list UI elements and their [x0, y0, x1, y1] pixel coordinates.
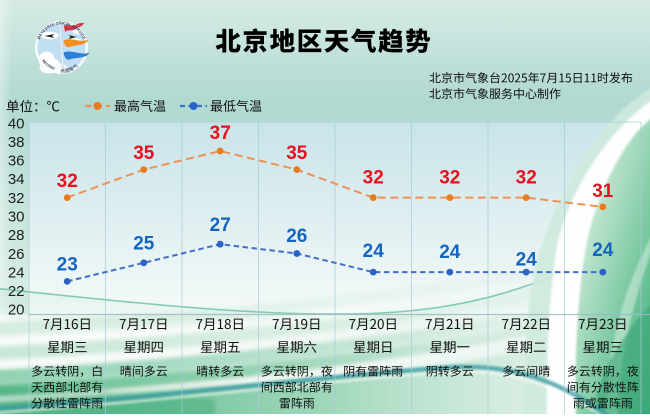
svg-text:36: 36 [8, 153, 25, 170]
svg-text:30: 30 [8, 209, 25, 226]
svg-text:40: 40 [8, 115, 25, 132]
svg-text:24: 24 [363, 241, 385, 262]
svg-text:23: 23 [57, 254, 78, 275]
svg-text:31: 31 [592, 181, 614, 202]
svg-text:32: 32 [439, 168, 460, 189]
svg-text:34: 34 [8, 171, 25, 188]
svg-text:24: 24 [8, 264, 25, 281]
svg-text:24: 24 [592, 240, 614, 261]
svg-text:24: 24 [439, 242, 461, 263]
svg-text:37: 37 [210, 123, 231, 144]
svg-text:32: 32 [57, 171, 78, 192]
svg-text:24: 24 [516, 250, 538, 271]
svg-text:32: 32 [363, 168, 384, 189]
svg-text:BEIJING: BEIJING [41, 59, 55, 71]
svg-text:35: 35 [133, 143, 155, 164]
svg-text:32: 32 [516, 168, 537, 189]
svg-text:20: 20 [8, 302, 25, 319]
svg-text:28: 28 [8, 227, 25, 244]
svg-text:38: 38 [8, 134, 25, 151]
svg-text:35: 35 [286, 143, 308, 164]
svg-text:26: 26 [286, 226, 307, 247]
svg-text:25: 25 [133, 233, 155, 254]
svg-text:22: 22 [8, 283, 25, 300]
svg-text:32: 32 [8, 190, 25, 207]
svg-text:26: 26 [8, 246, 25, 263]
svg-text:27: 27 [210, 215, 231, 236]
